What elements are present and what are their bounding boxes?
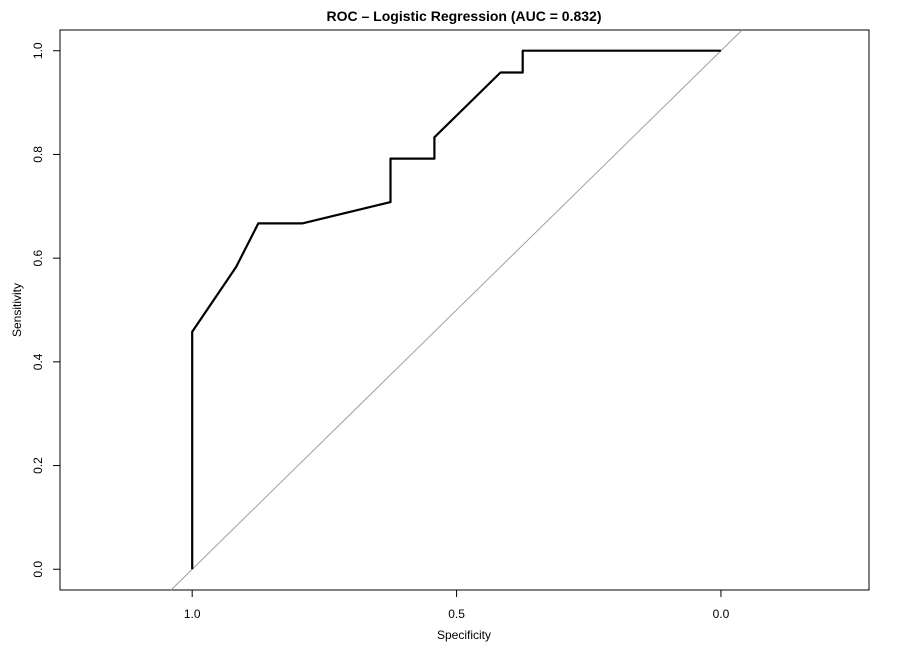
- x-tick-label: 1.0: [184, 607, 201, 621]
- y-tick-label: 0.0: [31, 561, 45, 578]
- y-tick-label: 0.4: [31, 353, 45, 370]
- x-tick-label: 0.5: [448, 607, 465, 621]
- y-tick-label: 0.6: [31, 249, 45, 266]
- plot-border: [59, 29, 870, 591]
- x-axis: 1.0 0.5 0.0: [184, 589, 730, 621]
- x-axis-label: Specificity: [437, 628, 491, 642]
- plot-area: [59, 29, 870, 591]
- y-tick-label: 0.2: [31, 457, 45, 474]
- y-tick-label: 0.8: [31, 146, 45, 163]
- roc-curve-line: [191, 49, 721, 570]
- y-axis: 0.0 0.2 0.4 0.6 0.8 1.0: [31, 42, 61, 578]
- y-axis-label: Sensitivity: [10, 283, 24, 337]
- y-tick-label: 1.0: [31, 42, 45, 59]
- chart-title: ROC – Logistic Regression (AUC = 0.832): [326, 8, 601, 24]
- x-tick-label: 0.0: [713, 607, 730, 621]
- reference-diagonal-line: [170, 29, 743, 591]
